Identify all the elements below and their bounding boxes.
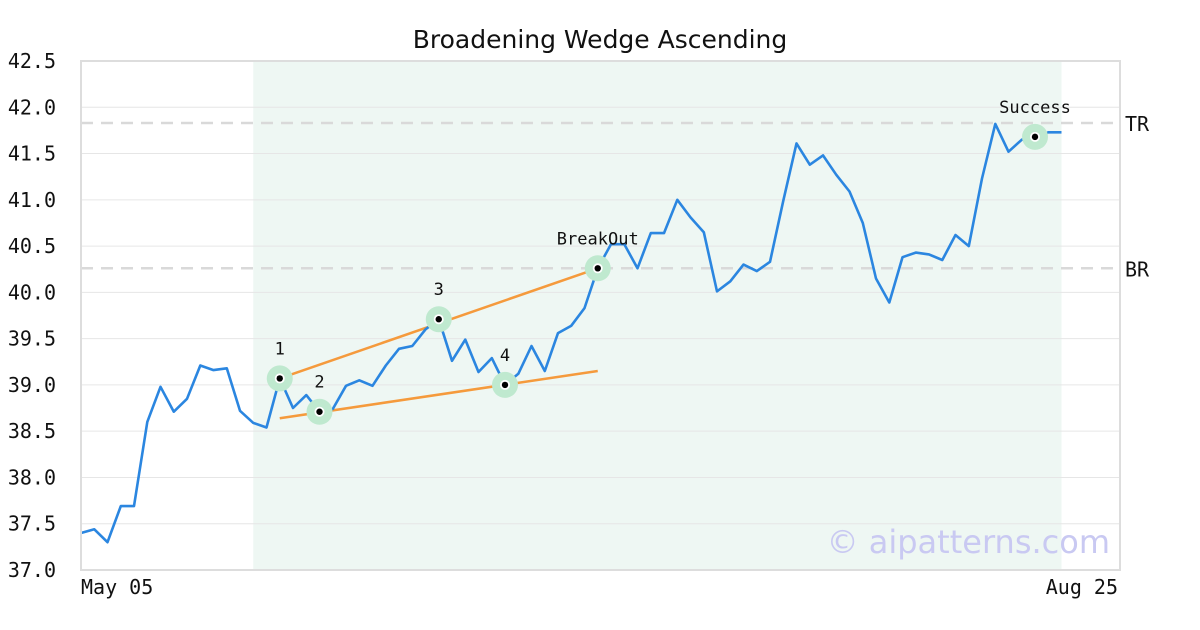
y-tick-label: 41.5 bbox=[8, 142, 56, 166]
level-label-br: BR bbox=[1125, 257, 1150, 281]
y-tick-label: 42.0 bbox=[8, 95, 56, 119]
price-line bbox=[80, 122, 1062, 544]
plot-area: 37.0 37.5 38.0 38.5 39.0 39.5 40.0 40.5 41.0 41.5… bbox=[8, 49, 1150, 599]
chart-title: Broadening Wedge Ascending bbox=[413, 25, 788, 54]
y-tick-label: 37.5 bbox=[8, 512, 56, 536]
marker-dot bbox=[316, 408, 323, 415]
marker-label-breakout: BreakOut bbox=[557, 229, 639, 249]
marker-dot bbox=[594, 265, 601, 272]
y-tick-label: 40.0 bbox=[8, 280, 56, 304]
y-tick-label: 39.0 bbox=[8, 373, 56, 397]
y-tick-label: 41.0 bbox=[8, 188, 56, 212]
plot-frame bbox=[80, 60, 1121, 571]
y-tick-label: 39.5 bbox=[8, 327, 56, 351]
watermark: © aipatterns.com bbox=[827, 523, 1110, 561]
level-label-tr: TR bbox=[1125, 112, 1150, 136]
marker-label-success: Success bbox=[999, 98, 1071, 118]
marker-dot bbox=[501, 381, 509, 389]
y-tick-label: 38.0 bbox=[8, 465, 56, 489]
y-tick-label: 37.0 bbox=[8, 558, 56, 582]
y-tick-label: 40.5 bbox=[8, 234, 56, 258]
marker-dot bbox=[435, 316, 442, 323]
marker-dot bbox=[276, 375, 283, 382]
y-tick-label: 42.5 bbox=[8, 49, 56, 73]
marker-label-1: 1 bbox=[275, 339, 285, 359]
trendline bbox=[279, 369, 598, 420]
x-tick-label: Aug 25 bbox=[1046, 575, 1118, 599]
marker-label-3: 3 bbox=[434, 280, 444, 300]
marker-label-4: 4 bbox=[500, 346, 510, 366]
marker-label-2: 2 bbox=[314, 373, 324, 393]
pattern-highlight-band bbox=[253, 61, 1062, 570]
marker-dot bbox=[1031, 133, 1039, 141]
y-tick-label: 38.5 bbox=[8, 419, 56, 443]
x-tick-label: May 05 bbox=[81, 575, 153, 599]
